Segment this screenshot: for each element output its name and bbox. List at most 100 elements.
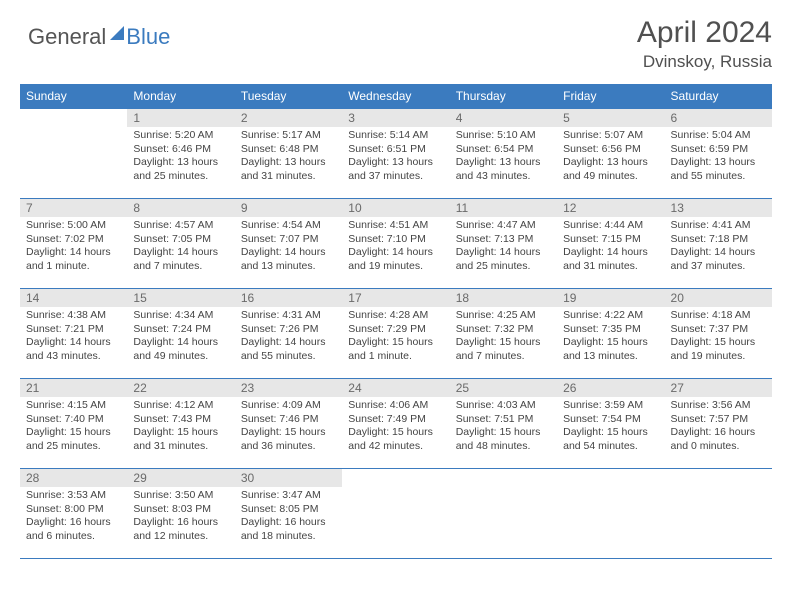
cell-body: Sunrise: 5:07 AMSunset: 6:56 PMDaylight:… — [557, 127, 664, 188]
day-number: 10 — [342, 199, 449, 217]
day-number — [342, 469, 449, 473]
calendar-cell: 10Sunrise: 4:51 AMSunset: 7:10 PMDayligh… — [342, 199, 449, 289]
calendar-cell: 14Sunrise: 4:38 AMSunset: 7:21 PMDayligh… — [20, 289, 127, 379]
sunrise-text: Sunrise: 5:07 AM — [563, 129, 658, 143]
calendar-cell — [342, 469, 449, 559]
cell-body: Sunrise: 5:20 AMSunset: 6:46 PMDaylight:… — [127, 127, 234, 188]
day-number: 2 — [235, 109, 342, 127]
cell-body: Sunrise: 5:14 AMSunset: 6:51 PMDaylight:… — [342, 127, 449, 188]
day-number: 27 — [665, 379, 772, 397]
sunset-text: Sunset: 7:24 PM — [133, 323, 228, 337]
calendar-cell: 2Sunrise: 5:17 AMSunset: 6:48 PMDaylight… — [235, 109, 342, 199]
daylight-text: Daylight: 15 hours and 31 minutes. — [133, 426, 228, 453]
sunset-text: Sunset: 7:07 PM — [241, 233, 336, 247]
sunrise-text: Sunrise: 4:09 AM — [241, 399, 336, 413]
calendar-cell: 23Sunrise: 4:09 AMSunset: 7:46 PMDayligh… — [235, 379, 342, 469]
calendar-cell: 24Sunrise: 4:06 AMSunset: 7:49 PMDayligh… — [342, 379, 449, 469]
weekday-header: Monday — [127, 84, 234, 109]
location: Dvinskoy, Russia — [637, 52, 772, 72]
calendar-cell: 22Sunrise: 4:12 AMSunset: 7:43 PMDayligh… — [127, 379, 234, 469]
cell-body: Sunrise: 4:31 AMSunset: 7:26 PMDaylight:… — [235, 307, 342, 368]
daylight-text: Daylight: 15 hours and 54 minutes. — [563, 426, 658, 453]
weekday-header: Wednesday — [342, 84, 449, 109]
daylight-text: Daylight: 13 hours and 43 minutes. — [456, 156, 551, 183]
cell-body: Sunrise: 4:22 AMSunset: 7:35 PMDaylight:… — [557, 307, 664, 368]
cell-body: Sunrise: 3:47 AMSunset: 8:05 PMDaylight:… — [235, 487, 342, 548]
daylight-text: Daylight: 14 hours and 55 minutes. — [241, 336, 336, 363]
cell-body: Sunrise: 4:51 AMSunset: 7:10 PMDaylight:… — [342, 217, 449, 278]
daylight-text: Daylight: 14 hours and 31 minutes. — [563, 246, 658, 273]
logo: General Blue — [20, 16, 170, 50]
daylight-text: Daylight: 14 hours and 19 minutes. — [348, 246, 443, 273]
sunset-text: Sunset: 7:29 PM — [348, 323, 443, 337]
sunset-text: Sunset: 7:57 PM — [671, 413, 766, 427]
sunset-text: Sunset: 7:10 PM — [348, 233, 443, 247]
sunset-text: Sunset: 7:18 PM — [671, 233, 766, 247]
sunset-text: Sunset: 7:37 PM — [671, 323, 766, 337]
sunrise-text: Sunrise: 4:54 AM — [241, 219, 336, 233]
sunrise-text: Sunrise: 4:12 AM — [133, 399, 228, 413]
title-block: April 2024 Dvinskoy, Russia — [637, 16, 772, 72]
sunrise-text: Sunrise: 4:57 AM — [133, 219, 228, 233]
sunset-text: Sunset: 8:00 PM — [26, 503, 121, 517]
daylight-text: Daylight: 13 hours and 49 minutes. — [563, 156, 658, 183]
sunset-text: Sunset: 7:49 PM — [348, 413, 443, 427]
sunset-text: Sunset: 7:51 PM — [456, 413, 551, 427]
sunrise-text: Sunrise: 4:15 AM — [26, 399, 121, 413]
sunset-text: Sunset: 6:59 PM — [671, 143, 766, 157]
sunrise-text: Sunrise: 4:47 AM — [456, 219, 551, 233]
calendar-cell: 13Sunrise: 4:41 AMSunset: 7:18 PMDayligh… — [665, 199, 772, 289]
sunrise-text: Sunrise: 4:25 AM — [456, 309, 551, 323]
month-title: April 2024 — [637, 16, 772, 50]
cell-body: Sunrise: 4:57 AMSunset: 7:05 PMDaylight:… — [127, 217, 234, 278]
calendar-cell: 1Sunrise: 5:20 AMSunset: 6:46 PMDaylight… — [127, 109, 234, 199]
logo-text-general: General — [28, 24, 106, 50]
cell-body: Sunrise: 5:17 AMSunset: 6:48 PMDaylight:… — [235, 127, 342, 188]
day-number: 13 — [665, 199, 772, 217]
cell-body: Sunrise: 5:04 AMSunset: 6:59 PMDaylight:… — [665, 127, 772, 188]
day-number — [450, 469, 557, 473]
calendar-cell: 16Sunrise: 4:31 AMSunset: 7:26 PMDayligh… — [235, 289, 342, 379]
sunset-text: Sunset: 7:05 PM — [133, 233, 228, 247]
day-number: 26 — [557, 379, 664, 397]
sunset-text: Sunset: 6:48 PM — [241, 143, 336, 157]
sunrise-text: Sunrise: 4:51 AM — [348, 219, 443, 233]
sunset-text: Sunset: 7:35 PM — [563, 323, 658, 337]
cell-body: Sunrise: 3:50 AMSunset: 8:03 PMDaylight:… — [127, 487, 234, 548]
day-number: 19 — [557, 289, 664, 307]
calendar-cell: 19Sunrise: 4:22 AMSunset: 7:35 PMDayligh… — [557, 289, 664, 379]
sunrise-text: Sunrise: 4:31 AM — [241, 309, 336, 323]
calendar-cell: 4Sunrise: 5:10 AMSunset: 6:54 PMDaylight… — [450, 109, 557, 199]
daylight-text: Daylight: 14 hours and 1 minute. — [26, 246, 121, 273]
calendar-cell — [450, 469, 557, 559]
sunrise-text: Sunrise: 5:10 AM — [456, 129, 551, 143]
sunset-text: Sunset: 6:56 PM — [563, 143, 658, 157]
sunrise-text: Sunrise: 3:59 AM — [563, 399, 658, 413]
daylight-text: Daylight: 16 hours and 0 minutes. — [671, 426, 766, 453]
day-number: 18 — [450, 289, 557, 307]
day-number: 11 — [450, 199, 557, 217]
day-number: 16 — [235, 289, 342, 307]
cell-body: Sunrise: 4:15 AMSunset: 7:40 PMDaylight:… — [20, 397, 127, 458]
daylight-text: Daylight: 14 hours and 43 minutes. — [26, 336, 121, 363]
sunrise-text: Sunrise: 4:22 AM — [563, 309, 658, 323]
day-number: 22 — [127, 379, 234, 397]
sunset-text: Sunset: 8:03 PM — [133, 503, 228, 517]
daylight-text: Daylight: 14 hours and 25 minutes. — [456, 246, 551, 273]
sunrise-text: Sunrise: 4:28 AM — [348, 309, 443, 323]
day-number: 23 — [235, 379, 342, 397]
daylight-text: Daylight: 13 hours and 31 minutes. — [241, 156, 336, 183]
calendar-cell: 6Sunrise: 5:04 AMSunset: 6:59 PMDaylight… — [665, 109, 772, 199]
sunrise-text: Sunrise: 5:20 AM — [133, 129, 228, 143]
daylight-text: Daylight: 15 hours and 7 minutes. — [456, 336, 551, 363]
calendar-cell: 30Sunrise: 3:47 AMSunset: 8:05 PMDayligh… — [235, 469, 342, 559]
day-number: 8 — [127, 199, 234, 217]
cell-body: Sunrise: 4:44 AMSunset: 7:15 PMDaylight:… — [557, 217, 664, 278]
daylight-text: Daylight: 13 hours and 25 minutes. — [133, 156, 228, 183]
day-number: 24 — [342, 379, 449, 397]
weekday-header: Tuesday — [235, 84, 342, 109]
day-number: 7 — [20, 199, 127, 217]
daylight-text: Daylight: 15 hours and 36 minutes. — [241, 426, 336, 453]
calendar-row: 7Sunrise: 5:00 AMSunset: 7:02 PMDaylight… — [20, 199, 772, 289]
sunrise-text: Sunrise: 5:14 AM — [348, 129, 443, 143]
